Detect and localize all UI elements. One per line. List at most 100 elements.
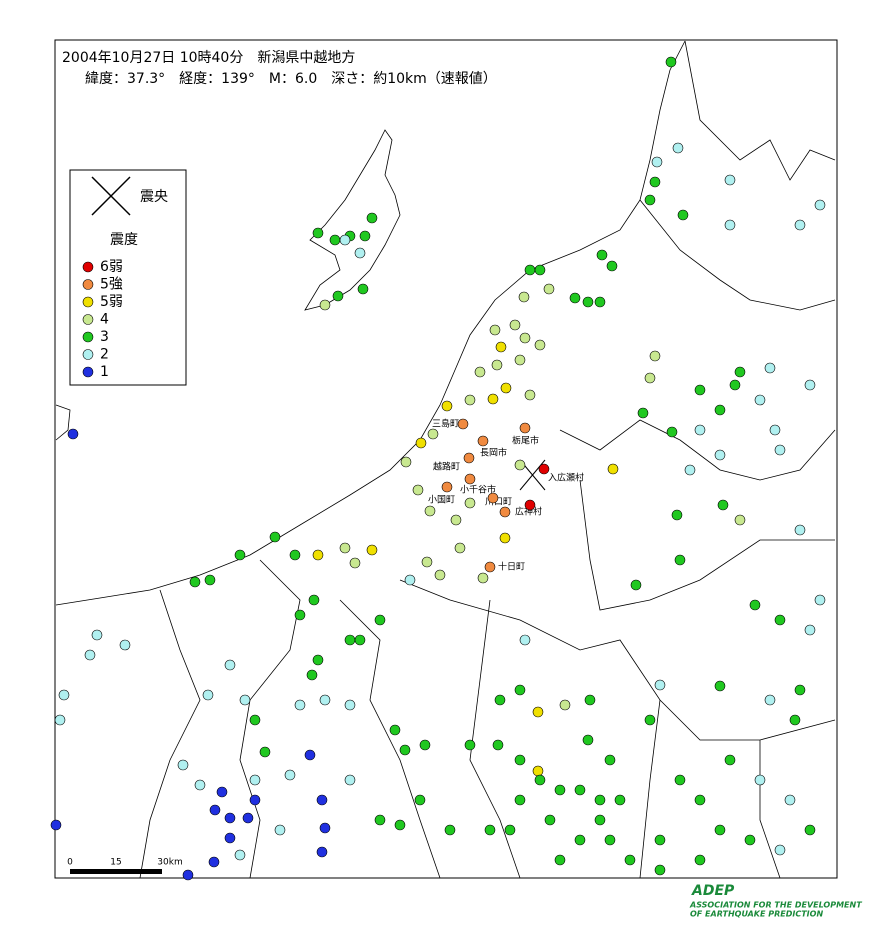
station	[441, 400, 453, 412]
station	[224, 812, 236, 824]
station	[316, 794, 328, 806]
station	[259, 746, 271, 758]
station	[84, 649, 96, 661]
station	[339, 542, 351, 554]
station	[499, 506, 511, 518]
station	[717, 499, 729, 511]
station	[464, 739, 476, 751]
scale-label: 0	[67, 858, 73, 868]
station	[249, 714, 261, 726]
legend-dot	[82, 314, 94, 325]
station	[474, 366, 486, 378]
header-line1: 2004年10月27日 10時40分 新潟県中越地方	[62, 50, 355, 66]
station	[665, 56, 677, 68]
scale-label: 15	[110, 858, 121, 868]
legend-label: 6弱	[100, 259, 123, 275]
station	[242, 812, 254, 824]
station	[596, 249, 608, 261]
station	[224, 832, 236, 844]
station	[319, 299, 331, 311]
station	[804, 379, 816, 391]
station	[339, 234, 351, 246]
station	[514, 754, 526, 766]
station	[208, 856, 220, 868]
station	[554, 854, 566, 866]
station	[374, 614, 386, 626]
place-label: 入広瀬村	[548, 472, 584, 484]
station	[694, 384, 706, 396]
station	[672, 142, 684, 154]
station	[239, 694, 251, 706]
legend-label: 2	[100, 347, 109, 363]
scale-bar	[70, 869, 162, 874]
station	[414, 794, 426, 806]
station	[514, 459, 526, 471]
station	[614, 794, 626, 806]
station	[274, 824, 286, 836]
place-label: 栃尾市	[512, 435, 539, 447]
station	[694, 794, 706, 806]
station	[524, 389, 536, 401]
station	[607, 463, 619, 475]
legend-dot	[82, 279, 94, 290]
station	[594, 814, 606, 826]
station	[319, 694, 331, 706]
station	[519, 422, 531, 434]
station	[674, 774, 686, 786]
legend-dot	[82, 331, 94, 343]
coastline	[55, 40, 686, 606]
station	[119, 639, 131, 651]
legend-dot	[82, 349, 94, 360]
station	[359, 230, 371, 242]
legend-dot	[82, 261, 94, 273]
station	[463, 452, 475, 464]
legend-label: 4	[100, 312, 109, 328]
station	[644, 714, 656, 726]
station	[249, 774, 261, 786]
scale-label: 30km	[157, 858, 182, 868]
station	[559, 699, 571, 711]
station	[666, 426, 678, 438]
station	[514, 354, 526, 366]
station	[814, 199, 826, 211]
station	[494, 694, 506, 706]
station	[518, 291, 530, 303]
station	[554, 784, 566, 796]
place-label: 川口町	[485, 498, 512, 508]
station	[349, 557, 361, 569]
station	[344, 699, 356, 711]
station	[649, 176, 661, 188]
station	[677, 209, 689, 221]
header-line2: 緯度：37.3° 経度：139° M：6.0 深さ：約10km（速報値）	[85, 71, 497, 87]
station	[484, 561, 496, 573]
station	[354, 247, 366, 259]
station	[569, 292, 581, 304]
station	[58, 689, 70, 701]
station	[637, 407, 649, 419]
station	[269, 531, 281, 543]
station	[366, 212, 378, 224]
station	[774, 614, 786, 626]
place-label: 十日町	[498, 561, 525, 573]
station	[177, 759, 189, 771]
station	[412, 484, 424, 496]
station	[694, 854, 706, 866]
station	[624, 854, 636, 866]
station	[630, 579, 642, 591]
station	[754, 394, 766, 406]
station	[734, 366, 746, 378]
station	[504, 824, 516, 836]
station	[374, 814, 386, 826]
station	[654, 864, 666, 876]
place-label: 長岡市	[480, 447, 507, 459]
sado-island	[304, 129, 401, 311]
station	[584, 694, 596, 706]
place-label: 小千谷市	[460, 484, 496, 496]
station	[464, 473, 476, 485]
station	[794, 219, 806, 231]
station	[724, 754, 736, 766]
station	[644, 372, 656, 384]
station	[67, 428, 79, 440]
station	[734, 514, 746, 526]
station	[464, 394, 476, 406]
